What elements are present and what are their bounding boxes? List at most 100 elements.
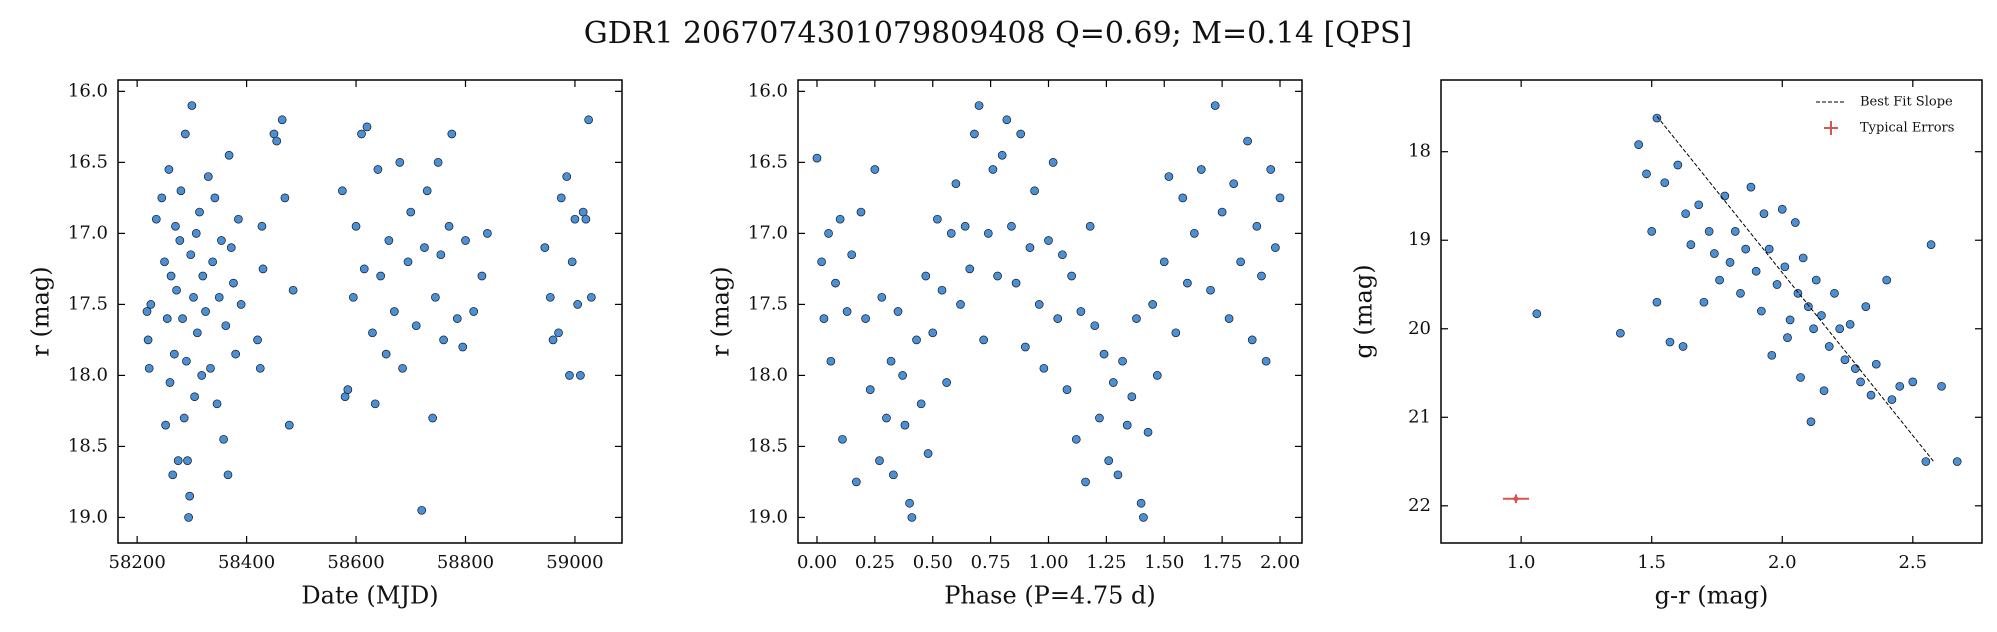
y-tick-label: 19.0 bbox=[748, 506, 788, 527]
data-point bbox=[819, 314, 829, 323]
y-tick-label: 17.5 bbox=[748, 293, 788, 314]
data-point bbox=[838, 434, 847, 444]
data-point bbox=[1122, 420, 1132, 430]
data-point bbox=[851, 477, 861, 487]
data-point bbox=[584, 115, 593, 125]
data-point bbox=[1704, 227, 1714, 236]
data-point bbox=[338, 186, 347, 196]
data-point bbox=[172, 285, 181, 295]
data-point bbox=[567, 257, 577, 267]
data-point bbox=[234, 214, 243, 224]
data-point bbox=[210, 193, 220, 203]
data-point bbox=[817, 257, 826, 267]
data-point bbox=[173, 456, 183, 465]
data-point bbox=[946, 229, 956, 238]
data-point bbox=[1840, 355, 1850, 365]
data-point bbox=[280, 193, 290, 203]
data-point bbox=[1139, 513, 1148, 522]
data-point bbox=[1159, 257, 1169, 267]
data-point bbox=[1136, 498, 1146, 508]
data-point bbox=[893, 307, 903, 316]
data-point bbox=[212, 399, 222, 409]
data-point bbox=[458, 342, 468, 352]
data-point bbox=[236, 300, 246, 309]
data-point bbox=[1736, 289, 1745, 298]
data-point bbox=[483, 229, 492, 238]
data-point bbox=[191, 229, 201, 238]
data-point bbox=[370, 399, 380, 409]
data-point bbox=[258, 264, 268, 274]
panel: 1.0 1.5 2.0 2.5 18 19 20 21 22 g-r (mag) g (mag) Be… bbox=[1350, 79, 1983, 610]
data-point bbox=[343, 385, 353, 394]
data-point bbox=[226, 243, 236, 252]
data-point bbox=[166, 271, 176, 281]
data-point bbox=[1678, 342, 1688, 351]
data-point bbox=[1790, 218, 1800, 227]
data-point bbox=[362, 122, 372, 132]
data-point bbox=[461, 236, 470, 245]
data-point bbox=[970, 129, 979, 139]
data-point bbox=[898, 371, 907, 380]
data-point bbox=[979, 335, 989, 345]
x-tick-label: 1.50 bbox=[1144, 552, 1184, 573]
data-point bbox=[231, 349, 241, 359]
data-point bbox=[175, 236, 185, 245]
data-point bbox=[1652, 113, 1662, 123]
y-tick-label: 17.5 bbox=[68, 293, 108, 314]
data-point bbox=[224, 150, 234, 160]
data-point bbox=[1034, 300, 1044, 309]
data-point bbox=[1824, 342, 1834, 351]
data-point bbox=[1952, 457, 1962, 466]
y-tick-label: 16.0 bbox=[748, 80, 788, 101]
data-point bbox=[142, 307, 152, 316]
data-point bbox=[1532, 309, 1542, 319]
data-point bbox=[1236, 257, 1245, 267]
data-point bbox=[447, 129, 457, 139]
data-point bbox=[229, 278, 238, 288]
data-point bbox=[151, 214, 161, 224]
legend-label: Best Fit Slope bbox=[1860, 95, 1953, 110]
data-point bbox=[219, 434, 228, 444]
data-point bbox=[1104, 456, 1114, 465]
data-point bbox=[390, 307, 399, 316]
data-point bbox=[1058, 250, 1067, 260]
data-point bbox=[1783, 333, 1792, 342]
data-point bbox=[1634, 140, 1644, 149]
x-tick-label: 1.5 bbox=[1637, 552, 1666, 573]
x-tick-label: 2.0 bbox=[1768, 552, 1797, 573]
y-tick-label: 16.5 bbox=[748, 151, 788, 172]
x-axis-label: Date (MJD) bbox=[301, 582, 438, 610]
data-point bbox=[1261, 356, 1271, 366]
data-point bbox=[469, 307, 479, 316]
data-point bbox=[433, 158, 443, 167]
data-point bbox=[573, 300, 583, 309]
data-point bbox=[373, 165, 383, 174]
data-point bbox=[562, 172, 572, 181]
data-point bbox=[831, 278, 840, 288]
data-point bbox=[1271, 243, 1280, 252]
data-point bbox=[272, 136, 282, 146]
data-point bbox=[255, 363, 265, 373]
data-point bbox=[824, 229, 833, 238]
data-point bbox=[1772, 280, 1782, 289]
data-point bbox=[1652, 297, 1662, 307]
data-point bbox=[1025, 243, 1035, 252]
data-point bbox=[351, 221, 361, 231]
data-point bbox=[1819, 386, 1829, 396]
data-point bbox=[162, 314, 172, 323]
x-tick-label: 0.00 bbox=[797, 552, 837, 573]
data-point bbox=[189, 292, 198, 302]
data-point bbox=[1118, 356, 1127, 366]
data-point bbox=[1189, 229, 1199, 238]
data-point bbox=[933, 214, 942, 224]
axes-frame bbox=[1440, 79, 1983, 544]
data-point bbox=[444, 221, 454, 231]
data-point bbox=[403, 257, 413, 267]
data-point bbox=[545, 292, 555, 302]
data-point bbox=[847, 250, 857, 260]
data-point bbox=[1053, 314, 1063, 323]
data-point bbox=[928, 328, 938, 338]
data-point bbox=[997, 150, 1007, 160]
data-point bbox=[1851, 364, 1860, 373]
